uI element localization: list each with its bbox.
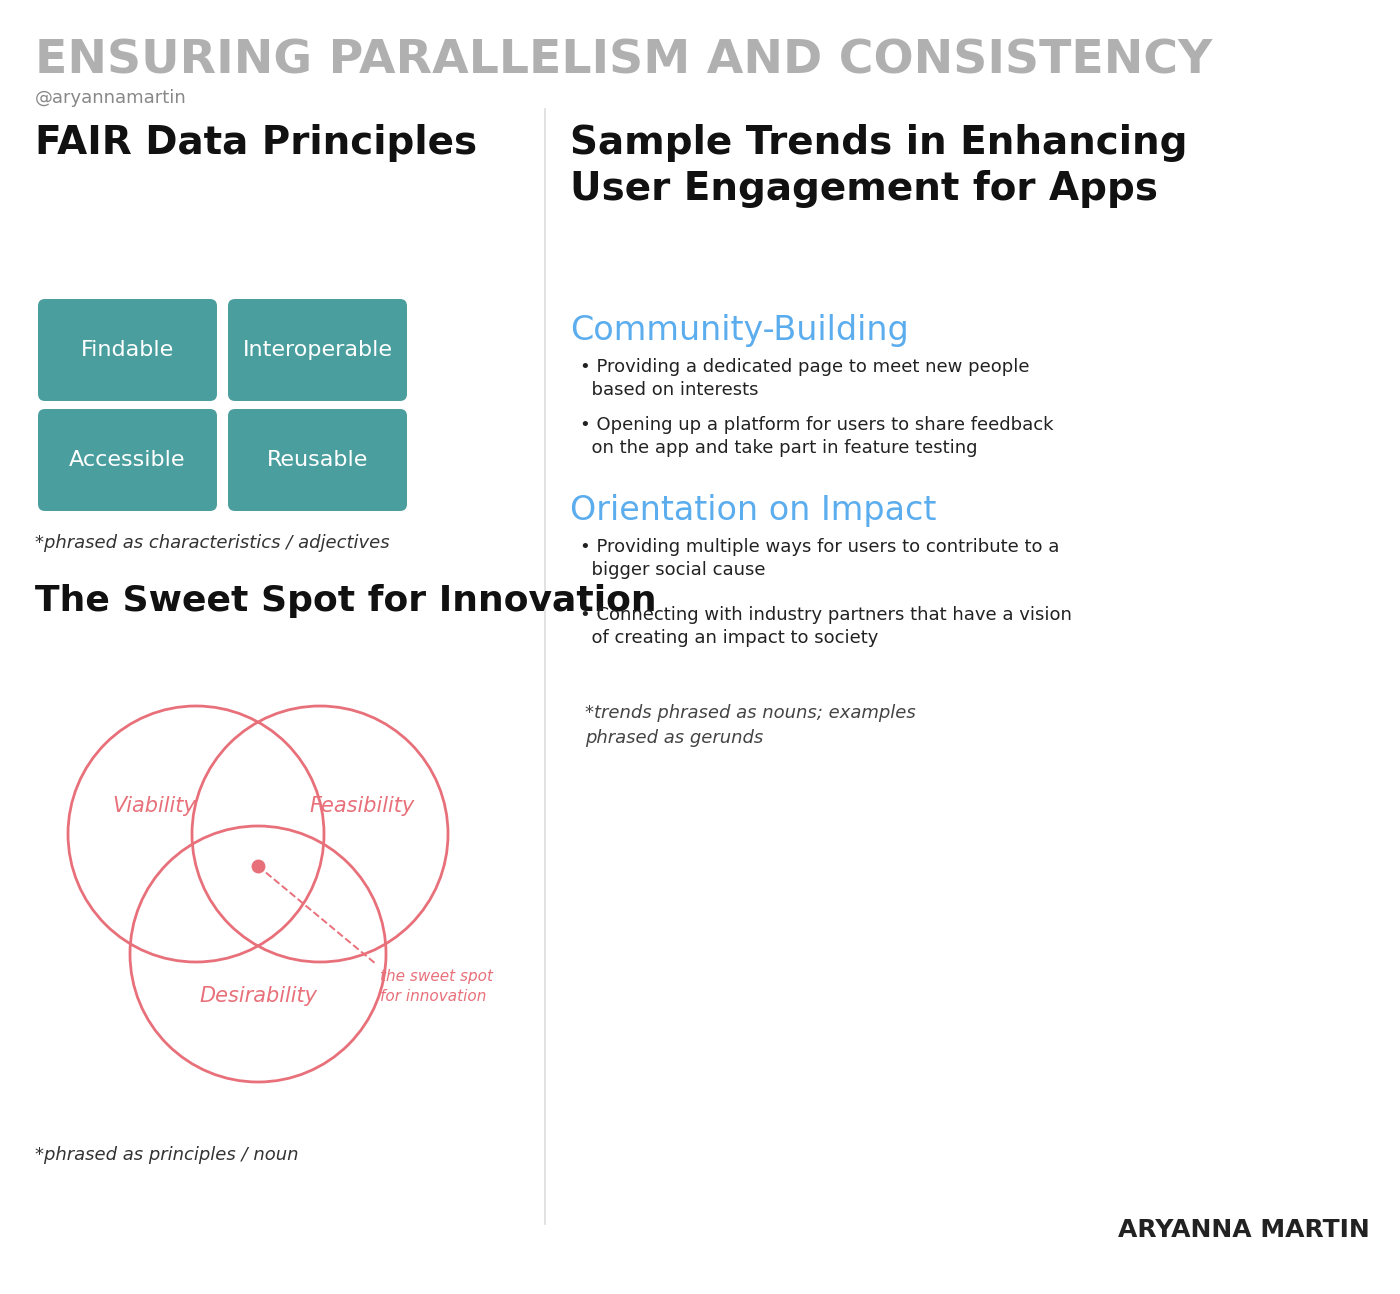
Text: Sample Trends in Enhancing
User Engagement for Apps: Sample Trends in Enhancing User Engageme… (570, 124, 1187, 207)
FancyBboxPatch shape (228, 299, 407, 401)
Text: Findable: Findable (81, 340, 174, 360)
Text: Feasibility: Feasibility (309, 796, 414, 817)
Text: • Providing multiple ways for users to contribute to a
  bigger social cause: • Providing multiple ways for users to c… (580, 538, 1060, 578)
Text: • Connecting with industry partners that have a vision
  of creating an impact t: • Connecting with industry partners that… (580, 606, 1072, 647)
Text: Accessible: Accessible (69, 450, 186, 470)
Text: Desirability: Desirability (199, 986, 316, 1005)
Text: Interoperable: Interoperable (242, 340, 392, 360)
FancyBboxPatch shape (38, 299, 217, 401)
Text: @aryannamartin: @aryannamartin (35, 89, 186, 107)
Text: The Sweet Spot for Innovation: The Sweet Spot for Innovation (35, 584, 657, 619)
Text: • Providing a dedicated page to meet new people
  based on interests: • Providing a dedicated page to meet new… (580, 358, 1029, 399)
Text: Viability: Viability (112, 796, 196, 817)
Text: *trends phrased as nouns; examples
phrased as gerunds: *trends phrased as nouns; examples phras… (585, 704, 916, 747)
Text: *phrased as characteristics / adjectives: *phrased as characteristics / adjectives (35, 534, 389, 553)
FancyBboxPatch shape (38, 409, 217, 511)
Text: the sweet spot
for innovation: the sweet spot for innovation (379, 969, 493, 1004)
Text: *phrased as principles / noun: *phrased as principles / noun (35, 1146, 298, 1165)
FancyBboxPatch shape (228, 409, 407, 511)
Text: Community-Building: Community-Building (570, 314, 909, 347)
Text: ARYANNA MARTIN: ARYANNA MARTIN (1119, 1218, 1371, 1242)
Text: Orientation on Impact: Orientation on Impact (570, 494, 937, 527)
Text: • Opening up a platform for users to share feedback
  on the app and take part i: • Opening up a platform for users to sha… (580, 415, 1053, 457)
Text: Reusable: Reusable (267, 450, 368, 470)
Text: ENSURING PARALLELISM AND CONSISTENCY: ENSURING PARALLELISM AND CONSISTENCY (35, 39, 1212, 84)
Text: FAIR Data Principles: FAIR Data Principles (35, 124, 477, 162)
